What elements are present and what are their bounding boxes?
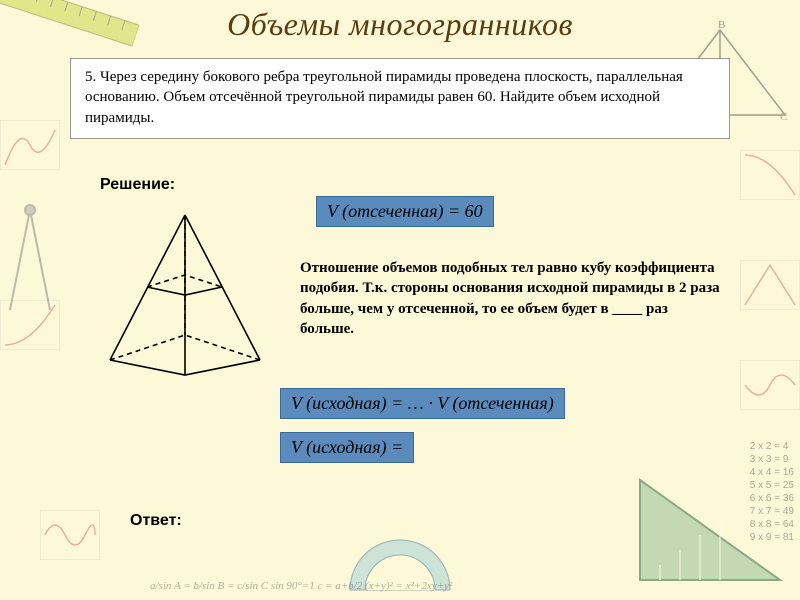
mt-row: 7 x 7 = 49 xyxy=(750,505,794,518)
mt-row: 9 x 9 = 81 xyxy=(750,531,794,544)
decor-plot-5 xyxy=(740,260,800,310)
problem-number: 5. xyxy=(85,69,96,85)
formula-result: V (исходная) = xyxy=(280,432,414,463)
decor-plot-2 xyxy=(0,300,60,350)
decor-plot-3 xyxy=(40,510,100,560)
mt-row: 5 x 5 = 25 xyxy=(750,479,794,492)
problem-panel: 5. Через середину бокового ребра треугол… xyxy=(70,58,730,139)
mt-row: 4 x 4 = 16 xyxy=(750,466,794,479)
mt-row: 3 x 3 = 9 xyxy=(750,453,794,466)
decor-plot-1 xyxy=(0,120,60,170)
solution-label: Решение: xyxy=(100,176,175,194)
problem-text: Через середину бокового ребра треугольно… xyxy=(85,69,683,126)
formula-cut-volume: V (отсеченная) = 60 xyxy=(316,196,494,227)
decor-plot-6 xyxy=(740,360,800,410)
svg-text:C: C xyxy=(780,111,787,120)
pyramid-diagram xyxy=(90,210,280,380)
explanation-text: Отношение объемов подобных тел равно куб… xyxy=(300,258,720,339)
answer-label: Ответ: xyxy=(130,512,182,530)
decor-mult-table: 2 x 2 = 4 3 x 3 = 9 4 x 4 = 16 5 x 5 = 2… xyxy=(750,440,794,544)
mt-row: 8 x 8 = 64 xyxy=(750,518,794,531)
formula-relation: V (исходная) = … · V (отсеченная) xyxy=(280,388,565,419)
decor-plot-4 xyxy=(740,150,800,200)
decor-formulas-bottom: a/sin A = b/sin B = c/sin C sin 90°=1 c … xyxy=(150,580,452,592)
mt-row: 2 x 2 = 4 xyxy=(750,440,794,453)
page-title: Объемы многогранников xyxy=(0,6,800,43)
mt-row: 6 x 6 = 36 xyxy=(750,492,794,505)
